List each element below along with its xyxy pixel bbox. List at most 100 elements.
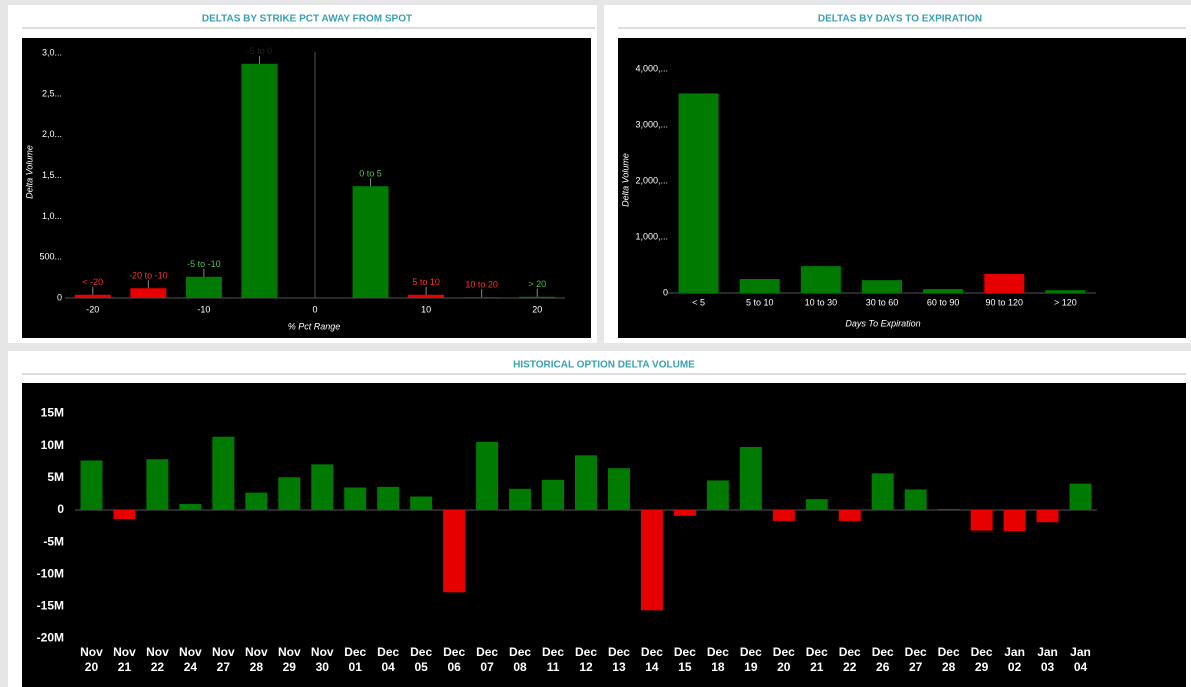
- bar: [1045, 290, 1086, 293]
- x-tick-label: Dec 05: [410, 645, 432, 674]
- y-tick-label: 2,5...: [42, 88, 62, 98]
- bar: [772, 510, 795, 521]
- x-tick-label: Dec 13: [608, 645, 630, 674]
- y-axis-label: Delta Volume: [620, 153, 630, 207]
- y-tick-label: 2,000,...: [635, 176, 668, 186]
- x-tick-label: Nov 21: [113, 645, 136, 674]
- bar: [739, 447, 762, 510]
- x-tick-label: Dec 28: [938, 645, 960, 674]
- x-tick-label: < 5: [692, 297, 705, 307]
- bar: [984, 273, 1025, 293]
- x-tick-label: Nov 27: [212, 645, 235, 674]
- y-tick-label: -15M: [37, 599, 64, 613]
- x-tick-label: 60 to 90: [927, 297, 960, 307]
- x-tick-label: Dec 18: [707, 645, 729, 674]
- x-tick-label: Dec 07: [476, 645, 498, 674]
- x-tick-label: Jan 03: [1037, 645, 1058, 674]
- bar: [970, 510, 993, 531]
- bar: [179, 503, 202, 510]
- bar-label: -5 to -10: [187, 259, 221, 269]
- y-tick-label: 5M: [47, 470, 64, 484]
- x-tick-label: Dec 22: [839, 645, 861, 674]
- y-tick-label: 1,5...: [42, 170, 62, 180]
- x-tick-label: Dec 26: [872, 645, 894, 674]
- bar: [410, 496, 433, 510]
- bar: [923, 289, 964, 293]
- y-tick-label: 500...: [39, 252, 62, 262]
- bar: [800, 266, 841, 293]
- bar: [519, 296, 556, 298]
- bar: [476, 441, 499, 510]
- bar-label: > 20: [528, 279, 546, 289]
- plot-area: [22, 383, 1186, 687]
- x-tick-label: Nov 22: [146, 645, 169, 674]
- bar: [74, 294, 111, 298]
- bar: [377, 486, 400, 510]
- bar: [80, 460, 103, 510]
- bar: [463, 297, 500, 298]
- x-tick-label: Nov 28: [245, 645, 268, 674]
- x-tick-label: Jan 04: [1070, 645, 1091, 674]
- bar-label: 0 to 5: [359, 169, 382, 179]
- x-tick-label: Dec 21: [806, 645, 828, 674]
- x-tick-label: Dec 29: [971, 645, 993, 674]
- y-tick-label: 3,0...: [42, 48, 62, 58]
- x-tick-label: Nov 24: [179, 645, 202, 674]
- x-tick-label: Dec 11: [542, 645, 564, 674]
- x-tick-label: Dec 04: [377, 645, 399, 674]
- bar: [352, 186, 389, 298]
- y-tick-label: 0: [663, 287, 668, 297]
- y-tick-label: 10M: [41, 438, 64, 452]
- bar: [862, 280, 902, 293]
- bar: [509, 488, 532, 510]
- x-axis-label: % Pct Range: [288, 321, 341, 331]
- bar: [443, 510, 466, 593]
- x-tick-label: Nov 29: [278, 645, 301, 674]
- bar: [739, 279, 780, 293]
- bar: [212, 436, 235, 510]
- x-tick-label: Jan 02: [1004, 645, 1025, 674]
- bar: [241, 63, 278, 299]
- x-tick-label: Dec 19: [740, 645, 762, 674]
- x-tick-label: 90 to 120: [986, 297, 1024, 307]
- x-tick-label: Dec 12: [575, 645, 597, 674]
- x-tick-label: Dec 06: [443, 645, 465, 674]
- bar: [542, 479, 565, 510]
- y-tick-label: -10M: [37, 566, 64, 580]
- bar: [130, 288, 167, 298]
- x-tick-label: Dec 15: [674, 645, 696, 674]
- bar: [1036, 510, 1059, 523]
- y-tick-label: -20M: [37, 631, 64, 645]
- chart-title: DELTAS BY DAYS TO EXPIRATION: [818, 14, 982, 25]
- bar: [640, 510, 663, 611]
- bar: [1069, 483, 1092, 510]
- bar-label: -5 to 0: [247, 46, 273, 56]
- bar: [904, 489, 927, 510]
- x-tick-label: 0: [312, 304, 317, 314]
- y-tick-label: 4,000,...: [635, 64, 668, 74]
- x-tick-label: -20: [86, 304, 99, 314]
- x-tick-label: 5 to 10: [746, 297, 774, 307]
- y-tick-label: 0: [57, 502, 64, 516]
- x-tick-label: Dec 27: [905, 645, 927, 674]
- bar: [871, 473, 894, 510]
- y-axis-label: Delta Volume: [24, 145, 34, 199]
- bar: [575, 455, 597, 510]
- bar: [344, 487, 367, 510]
- bar: [678, 93, 719, 294]
- bar: [245, 492, 268, 510]
- x-tick-label: 10: [421, 304, 431, 314]
- bar-label: 5 to 10: [412, 277, 440, 287]
- y-tick-label: 15M: [41, 406, 64, 420]
- bar: [673, 510, 696, 516]
- x-tick-label: Nov 30: [311, 645, 334, 674]
- y-tick-label: 1,0...: [42, 211, 62, 221]
- bar-label: -20 to -10: [129, 271, 168, 281]
- x-tick-label: Dec 20: [773, 645, 795, 674]
- bar: [805, 499, 828, 510]
- bar: [311, 464, 334, 510]
- x-tick-label: 30 to 60: [866, 297, 899, 307]
- y-tick-label: 2,0...: [42, 129, 62, 139]
- bar: [408, 294, 445, 298]
